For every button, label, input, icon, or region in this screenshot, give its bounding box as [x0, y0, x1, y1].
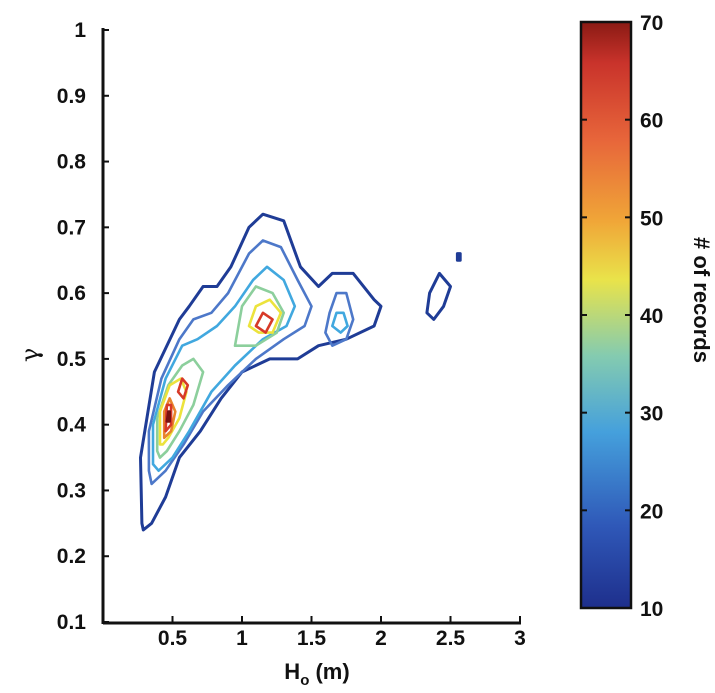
contour-30-ring-1 [331, 311, 349, 334]
y-tick-label-6: 0.7 [57, 216, 86, 239]
y-tick-label-4: 0.5 [57, 348, 87, 371]
colorbar-ticks: 10 20 30 40 50 60 70 [581, 12, 663, 621]
contour-65-ring-0 [164, 403, 173, 433]
x-tick-label-1: 1 [236, 627, 248, 650]
colorbar-label: # of records [689, 237, 714, 363]
colorbar-tick-label-3: 40 [640, 305, 663, 328]
x-tick-label-5: 3 [514, 627, 526, 650]
contour-65-ring-2 [254, 311, 274, 334]
y-ticks: 0.1 0.2 0.3 0.4 0.5 0.6 0.7 0.8 0.9 1 [57, 19, 109, 634]
colorbar-tick-label-4: 50 [640, 207, 663, 230]
contour-60-ring-0 [162, 397, 177, 440]
x-axis-label: Ho (m) [284, 659, 349, 689]
colorbar-tick-label-5: 60 [640, 110, 663, 133]
colorbar-tick-label-6: 70 [640, 12, 663, 35]
x-tick-label-0: 0.5 [158, 627, 188, 650]
contour-10-ring-2 [455, 252, 462, 262]
contour-50-ring-1 [247, 298, 283, 334]
y-tick-label-3: 0.4 [57, 414, 87, 437]
colorbar-tick-label-0: 10 [640, 598, 663, 621]
contour-lines [139, 212, 462, 532]
contour-10-ring-0 [139, 212, 383, 532]
y-axis-label: γ [16, 348, 44, 362]
colorbar-tick-label-2: 30 [640, 403, 663, 426]
x-tick-label-3: 2 [375, 627, 387, 650]
y-tick-label-2: 0.3 [57, 479, 86, 502]
contour-20-ring-1 [324, 291, 355, 347]
contour-10-ring-1 [425, 271, 452, 321]
contour-70-ring-0 [165, 410, 171, 423]
contour-20-ring-0 [147, 239, 313, 486]
x-tick-label-2: 1.5 [297, 627, 327, 650]
contour-40-ring-1 [233, 285, 285, 347]
x-ticks: 0.5 1 1.5 2 2.5 3 [158, 616, 526, 650]
contour-65-ring-1 [176, 377, 190, 400]
y-tick-label-8: 0.9 [57, 85, 86, 108]
plot-axes [101, 28, 521, 625]
contour-30-ring-0 [151, 265, 297, 472]
colorbar [579, 20, 633, 610]
y-tick-label-1: 0.2 [57, 545, 86, 568]
y-tick-label-9: 1 [74, 19, 86, 42]
x-tick-label-4: 2.5 [436, 627, 466, 650]
y-tick-label-0: 0.1 [57, 611, 87, 634]
y-tick-label-5: 0.6 [57, 282, 86, 305]
colorbar-tick-label-1: 20 [640, 500, 663, 523]
y-tick-label-7: 0.8 [57, 151, 87, 174]
